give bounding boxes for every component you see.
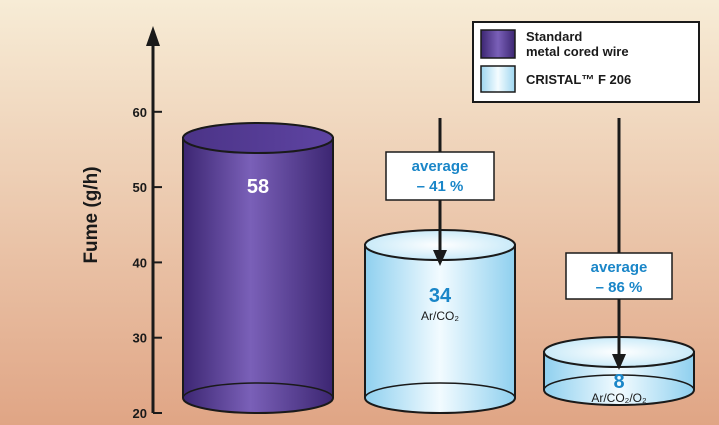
legend-label-standard: Standard metal cored wire [526,29,629,59]
reduction-callout-1: average – 41 % [385,118,495,266]
bar-body [182,137,334,414]
callout-arrowhead [612,354,626,370]
callout-box [385,151,495,201]
y-tick-label: 40 [133,255,147,270]
bar-value-label: 8 [613,371,624,393]
bar-body [364,244,516,414]
bar-gas-label: Ar/CO₂/O₂ [591,391,647,405]
annotations-layer: average – 41 % average – 86 % [385,118,673,370]
bar-base-rim [364,382,516,399]
callout-arrowhead [433,250,447,266]
y-tick-label: 50 [133,180,147,195]
legend-swatch-cristal [480,65,516,93]
y-tick-label: 30 [133,331,147,346]
legend-label-cristal: CRISTAL™ F 206 [526,72,631,87]
bar-base-rim [182,382,334,399]
callout-title: average [412,158,469,175]
bar-top [182,122,334,154]
reduction-callout-2: average – 86 % [565,118,673,370]
bar-value-label: 58 [247,176,269,198]
callout-percentage: – 86 % [596,279,643,296]
bar-3: 8Ar/CO₂/O₂ [543,336,695,406]
y-tick-label: 60 [133,105,147,120]
bar-value-label: 34 [429,285,452,307]
bar-gas-label: Ar/CO₂ [421,309,459,323]
legend-swatch-standard [480,29,516,59]
y-axis-arrowhead [146,26,160,46]
callout-box [565,252,673,300]
y-tick-label: 20 [133,406,147,421]
bar-1: 58 [182,122,334,414]
y-axis: 20 30 40 50 60 [133,26,162,421]
callout-percentage: – 41 % [417,178,464,195]
bar-base-rim [543,374,695,391]
y-axis-title: Fume (g/h) [81,166,102,263]
legend: Standard metal cored wire CRISTAL™ F 206 [472,21,700,103]
callout-title: average [591,259,648,276]
